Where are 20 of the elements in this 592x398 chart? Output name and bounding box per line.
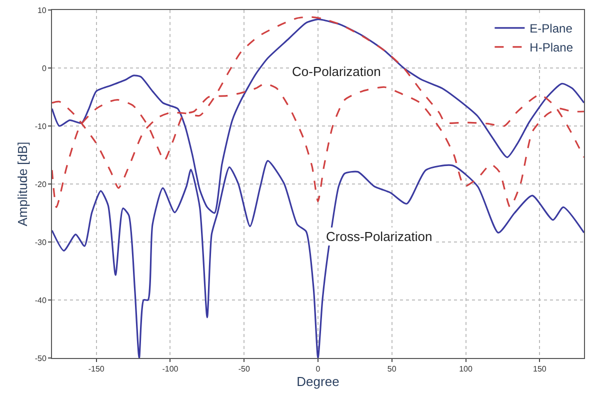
y-axis-title: Amplitude [dB]: [14, 142, 30, 226]
x-tick-label: 0: [316, 364, 321, 374]
annotation: Cross-Polarization: [326, 229, 432, 244]
legend-label: H-Plane: [530, 40, 574, 55]
y-tick-label: -30: [34, 238, 47, 247]
annotation: Co-Polarization: [292, 64, 381, 79]
x-tick-label: 150: [532, 364, 547, 374]
legend-label: E-Plane: [530, 22, 573, 36]
y-tick-label: 0: [42, 64, 47, 73]
x-tick-label: -50: [238, 364, 250, 374]
x-tick-label: -100: [162, 364, 179, 374]
y-tick-label: -10: [34, 122, 47, 131]
y-tick-label: -20: [34, 180, 47, 189]
x-tick-label: 100: [459, 364, 473, 374]
y-tick-label: 10: [37, 6, 47, 15]
x-tick-label: 50: [387, 364, 397, 374]
y-tick-label: -40: [34, 296, 47, 305]
y-tick-label: -50: [34, 354, 47, 363]
x-axis-title: Degree: [296, 374, 340, 390]
x-tick-label: -150: [88, 364, 105, 374]
